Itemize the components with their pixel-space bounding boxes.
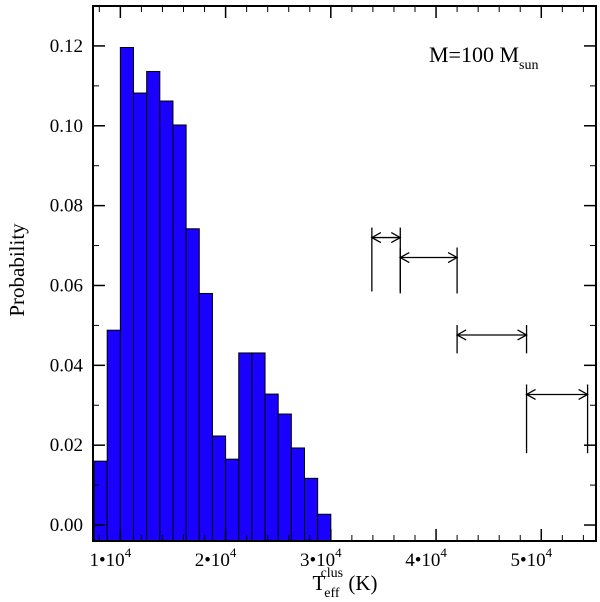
histogram-bar	[277, 413, 292, 542]
bars-group	[93, 47, 332, 542]
x-axis-label: Teffclus (K)	[312, 566, 377, 601]
histogram-bar	[238, 352, 253, 542]
histogram-bar	[119, 47, 135, 542]
y-tick-label: 0.02	[50, 435, 83, 456]
y-axis-ticks: 0.00 0.02 0.04 0.06 0.08 0.10 0.12	[50, 36, 596, 536]
x-tick-label: 4•104	[405, 545, 447, 571]
histogram-bar	[264, 393, 279, 542]
histogram-bar	[317, 513, 332, 542]
mass-annotation: M=100 Msun	[429, 42, 538, 73]
plot-frame	[92, 5, 597, 542]
histogram-bar	[133, 92, 148, 542]
arrow-head-left	[370, 231, 382, 244]
histogram-bar	[198, 292, 213, 542]
arrow-head-left	[525, 388, 536, 401]
y-tick-label: 0.10	[50, 116, 83, 137]
arrow-head-right	[447, 251, 459, 264]
range-markers	[370, 227, 589, 454]
y-tick-label: 0.08	[50, 196, 83, 217]
arrow-head-right	[390, 231, 402, 244]
arrow-head-left	[398, 251, 410, 264]
x-tick-label: 2•104	[195, 545, 237, 571]
histogram-bar	[146, 70, 161, 542]
histogram-bar	[185, 228, 200, 542]
x-tick-label: 1•104	[90, 545, 132, 571]
histogram-bar	[225, 458, 240, 542]
y-axis-label: Probability	[5, 223, 29, 317]
y-tick-label: 0.06	[50, 275, 83, 296]
x-axis-ticks: 1•104 2•104 3•104 4•104 5•104	[90, 6, 584, 571]
histogram-bar	[211, 435, 227, 542]
arrow-head-left	[455, 329, 467, 341]
x-tick-label: 3•104	[300, 545, 342, 571]
arrow-head-right	[517, 329, 528, 341]
histogram-bar	[251, 352, 266, 542]
y-tick-label: 0.04	[50, 355, 84, 376]
histogram-bar	[93, 460, 108, 542]
arrow-head-right	[578, 388, 589, 401]
histogram-bar	[159, 100, 174, 542]
x-tick-label: 5•104	[510, 545, 552, 571]
histogram-bar	[172, 124, 187, 542]
histogram-bar	[304, 477, 319, 542]
y-tick-label: 0.00	[50, 515, 83, 536]
histogram-bar	[106, 329, 121, 542]
y-tick-label: 0.12	[50, 36, 83, 57]
histogram-bar	[290, 447, 306, 542]
